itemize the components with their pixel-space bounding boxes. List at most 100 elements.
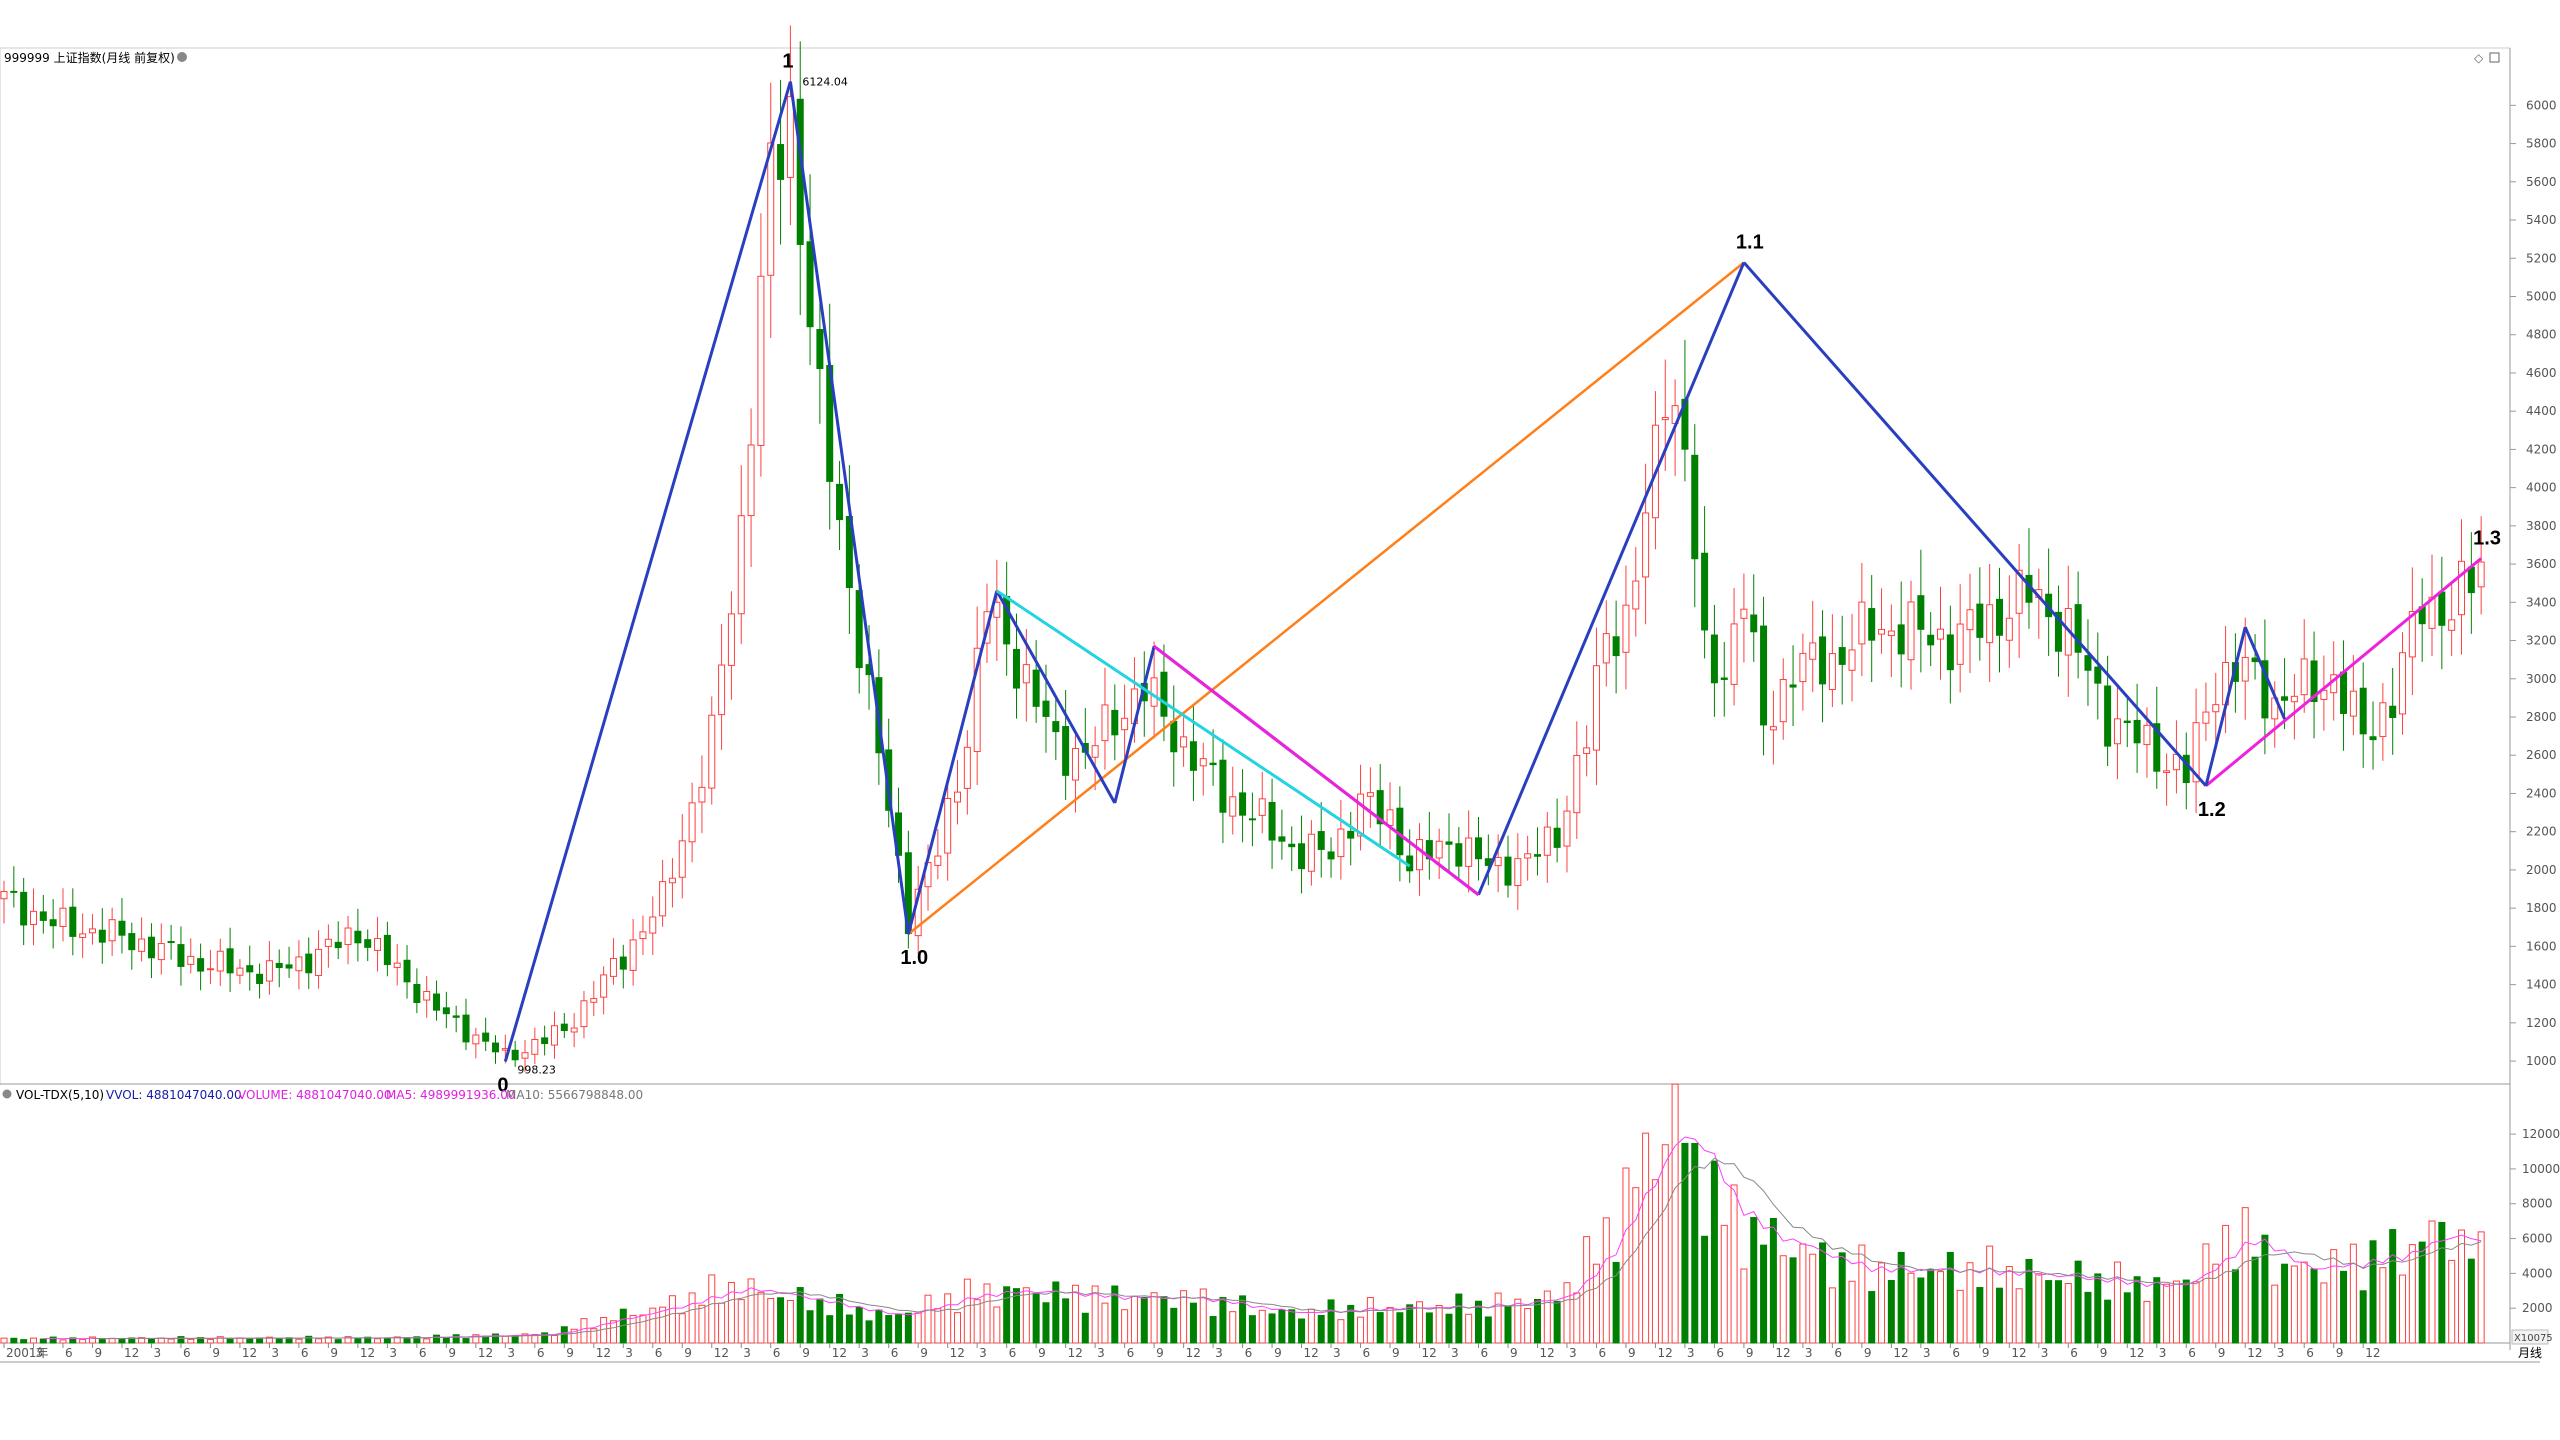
candle-up <box>2477 561 2485 588</box>
volume-bar-up <box>550 1334 558 1344</box>
volume-bar-up <box>1907 1272 1915 1344</box>
candle-up <box>1022 664 1030 684</box>
candle-up <box>324 938 332 947</box>
candle-up <box>1101 704 1109 742</box>
candle-up <box>472 1034 480 1045</box>
candle-down <box>442 1007 450 1015</box>
volume-bar-down <box>1012 1288 1020 1344</box>
volume-bar-down <box>511 1335 519 1344</box>
volume-bar-down <box>147 1338 155 1344</box>
candle-up <box>1386 809 1394 827</box>
candle-down <box>452 1015 460 1018</box>
volume-bar-down <box>226 1338 234 1344</box>
volume-settings-icon[interactable] <box>2 1089 12 1099</box>
time-tick-label: 6 <box>65 1346 73 1360</box>
candle-up <box>2379 702 2387 738</box>
wave-labels: 0 998.23 1 6124.04 1.0 1.1 1.2 1.3 <box>497 51 2501 1097</box>
diamond-icon[interactable]: ◇ <box>2474 51 2484 65</box>
candle-down <box>118 920 126 936</box>
candle-up <box>88 928 96 934</box>
panel-toggle-icon[interactable] <box>2489 52 2500 63</box>
candle-up <box>2143 724 2151 746</box>
candle-up <box>747 444 755 517</box>
time-tick-label: 12 <box>242 1346 257 1360</box>
candle-up <box>1907 601 1915 661</box>
volume-bar-up <box>2320 1282 2328 1344</box>
settings-icon[interactable] <box>177 52 187 62</box>
time-tick-label: 6 <box>1363 1346 1371 1360</box>
time-tick-label: 6 <box>1834 1346 1842 1360</box>
candle-up <box>1150 677 1158 707</box>
price-tick-label: 2000 <box>2526 863 2557 877</box>
time-tick-label: 3 <box>271 1346 279 1360</box>
candle-up <box>531 1038 539 1055</box>
volume-bar-down <box>305 1335 313 1344</box>
volume-bar-up <box>2290 1265 2298 1344</box>
time-tick-label: 3 <box>35 1346 43 1360</box>
time-tick-label: 6 <box>419 1346 427 1360</box>
candle-up <box>1730 623 1738 685</box>
time-tick-label: 9 <box>1156 1346 1164 1360</box>
volume-bar-down <box>246 1338 254 1344</box>
volume-bar-down <box>885 1315 893 1344</box>
volume-bar-up <box>2222 1224 2230 1344</box>
candle-down <box>433 993 441 1011</box>
volume-bar-up <box>138 1337 146 1344</box>
candle-down <box>128 933 136 951</box>
wave-label-1-2: 1.2 <box>2198 799 2226 821</box>
volume-bar-down <box>2182 1279 2190 1344</box>
candle-down <box>836 483 844 521</box>
volume-bar-down <box>1760 1244 1768 1344</box>
volume-bar-up <box>1357 1316 1365 1344</box>
volume-bar-up <box>1779 1255 1787 1344</box>
volume-bar-up <box>954 1312 962 1344</box>
candle-down <box>197 958 205 972</box>
time-tick-label: 2001年 <box>6 1346 49 1360</box>
volume-bar-up <box>1435 1304 1443 1344</box>
time-tick-label: 9 <box>2218 1346 2226 1360</box>
volume-bar-down <box>2231 1269 2239 1344</box>
volume-bar-down <box>1455 1293 1463 1344</box>
volume-bar-up <box>1828 1287 1836 1344</box>
candle-down <box>364 939 372 948</box>
volume-bar-down <box>69 1337 77 1344</box>
volume-bars <box>0 1083 2485 1344</box>
volume-bar-down <box>2359 1290 2367 1344</box>
volume-bar-up <box>629 1314 637 1344</box>
wave-label-1-1: 1.1 <box>1736 231 1764 253</box>
volume-bar-up <box>786 1299 794 1344</box>
volume-bar-up <box>79 1338 87 1344</box>
volume-bar-down <box>2467 1258 2475 1344</box>
candle-up <box>1258 798 1266 816</box>
candle-up <box>1858 601 1866 645</box>
candle-up <box>639 931 647 940</box>
time-tick-label: 6 <box>537 1346 545 1360</box>
volume-bar-down <box>1062 1298 1070 1344</box>
volume-bar-down <box>2104 1299 2112 1344</box>
time-tick-label: 3 <box>1923 1346 1931 1360</box>
candle-down <box>1327 851 1335 860</box>
volume-bar-down <box>2281 1263 2289 1344</box>
candle-down <box>1720 677 1728 680</box>
volume-bar-up <box>1071 1284 1079 1344</box>
candle-up <box>1966 609 1974 631</box>
volume-bar-up <box>2330 1249 2338 1344</box>
volume-bar-down <box>816 1298 824 1344</box>
volume-bar-down <box>1838 1252 1846 1344</box>
wave-label-1-0: 1.0 <box>900 947 928 969</box>
candle-down <box>2369 736 2377 741</box>
candle-down <box>806 241 814 328</box>
volume-bar-up <box>1150 1292 1158 1344</box>
volume-bar-down <box>1789 1257 1797 1344</box>
volume-bar-up <box>2005 1266 2013 1344</box>
candle-down <box>1189 741 1197 771</box>
time-tick-label: 6 <box>891 1346 899 1360</box>
candle-up <box>1937 628 1945 640</box>
candle-up <box>236 967 244 976</box>
volume-bar-down <box>2261 1234 2269 1344</box>
volume-bar-down <box>1140 1296 1148 1344</box>
time-tick-label: 3 <box>979 1346 987 1360</box>
candle-down <box>1838 647 1846 665</box>
candle-up <box>1573 754 1581 814</box>
time-tick-label: 9 <box>684 1346 692 1360</box>
